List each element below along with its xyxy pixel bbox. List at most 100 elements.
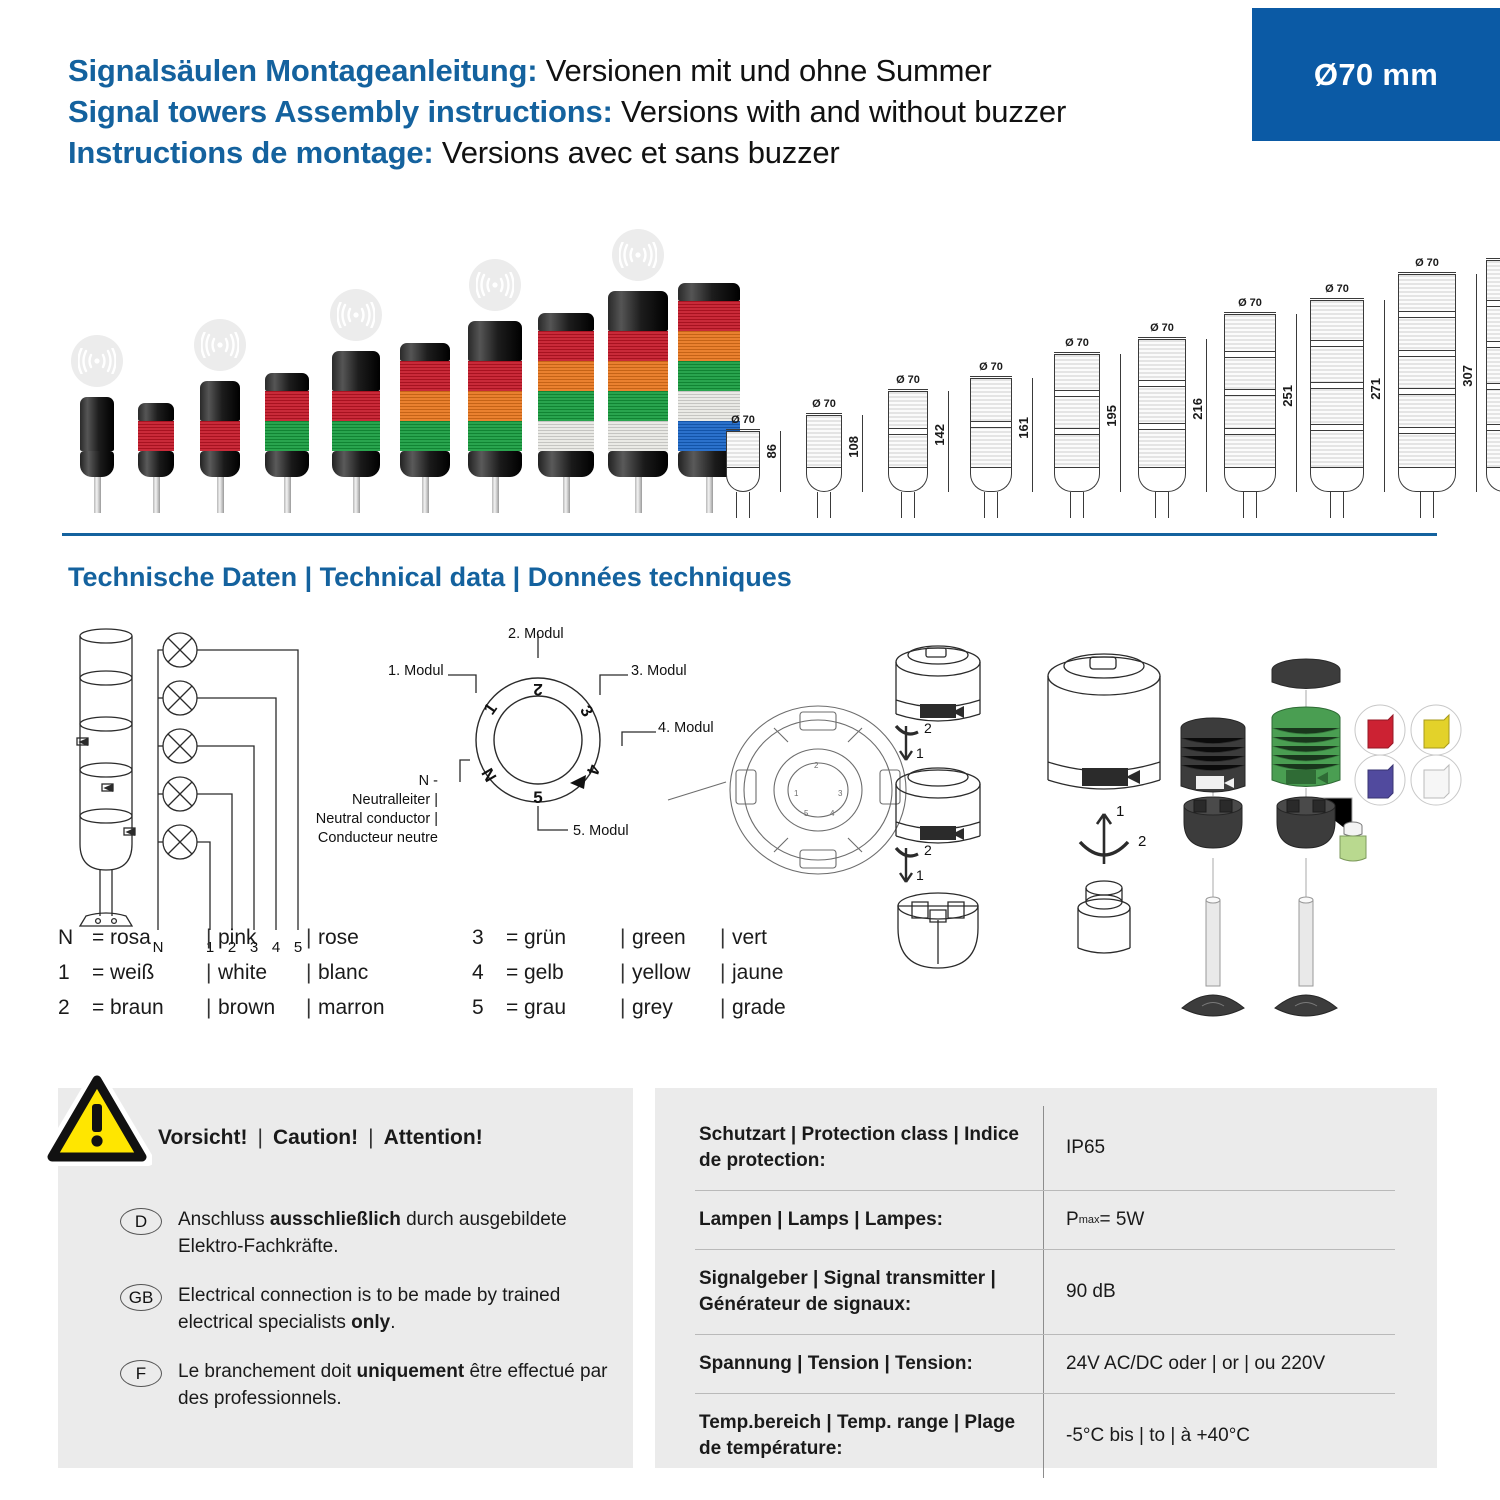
tower-segment-clear bbox=[678, 391, 740, 421]
legend-cell: = bbox=[506, 996, 519, 1019]
diameter-dimension-rule bbox=[1138, 337, 1186, 338]
tower-cap bbox=[138, 403, 174, 421]
buzzer-icon bbox=[612, 229, 664, 281]
title-rest-en: Versions with and without buzzer bbox=[612, 94, 1067, 129]
diameter-dimension-label: Ø 70 bbox=[731, 414, 755, 426]
ring-callout-4: 4. Modul bbox=[658, 720, 714, 736]
terminal-label-N: N bbox=[153, 939, 164, 956]
base-adapter-left bbox=[1183, 796, 1243, 849]
tower-10 bbox=[678, 283, 740, 513]
dimension-drawing-row: Ø 70 86 Ø 70 108 Ø 70 142 Ø 70 161 Ø 70 195 Ø 70 21… bbox=[718, 228, 1500, 518]
legend-row: N = rosa | pink | rose 3 = grün | green | vert bbox=[58, 920, 828, 955]
buzzer-icon bbox=[194, 319, 246, 371]
tower-base bbox=[332, 451, 380, 477]
header: Signalsäulen Montageanleitung: Versionen… bbox=[68, 50, 1238, 173]
dimension-body bbox=[888, 391, 928, 468]
module-joint bbox=[1399, 388, 1455, 395]
diameter-dimension-label: Ø 70 bbox=[1065, 337, 1089, 349]
specifications-panel: Schutzart | Protection class | Indice de… bbox=[655, 1088, 1437, 1478]
height-dimension-label: 108 bbox=[846, 436, 861, 458]
legend-cell: | bbox=[306, 996, 312, 1019]
tower-cap bbox=[468, 321, 522, 361]
dimension-cable bbox=[1330, 492, 1344, 518]
dimension-cable bbox=[817, 492, 831, 518]
tower-segment-red bbox=[678, 301, 740, 331]
height-dimension-line bbox=[948, 391, 949, 492]
diameter-dimension-label: Ø 70 bbox=[1415, 257, 1439, 269]
legend-cell: 2 bbox=[58, 996, 70, 1019]
product-photo-row bbox=[60, 228, 740, 513]
dimension-cable bbox=[1420, 492, 1434, 518]
dimension-base-dome bbox=[1310, 468, 1364, 492]
height-dimension-label: 161 bbox=[1016, 417, 1031, 439]
tower-base bbox=[608, 451, 668, 477]
dimension-drawing-86: Ø 70 86 bbox=[726, 414, 794, 518]
ring-callout-2: 2. Modul bbox=[508, 626, 564, 642]
diameter-dimension-label: Ø 70 bbox=[1238, 297, 1262, 309]
module-joint bbox=[1225, 351, 1275, 358]
dimension-body bbox=[806, 415, 842, 468]
dimension-drawing-327: Ø 70327 bbox=[1486, 258, 1500, 518]
diameter-dimension-rule bbox=[970, 376, 1012, 377]
module-joint bbox=[1225, 389, 1275, 396]
tower-segment-green bbox=[468, 421, 522, 451]
dimension-body bbox=[1224, 314, 1276, 468]
ring-callout-3: 3. Modul bbox=[631, 663, 687, 679]
legend-cell: pink bbox=[218, 926, 257, 949]
legend-cell: = bbox=[92, 961, 105, 984]
legend-cell: jaune bbox=[732, 961, 784, 984]
dimension-base-dome bbox=[1486, 468, 1500, 492]
legend-cell: | bbox=[620, 926, 626, 949]
dimension-drawing-216: Ø 70 216 bbox=[1138, 322, 1220, 518]
country-code-f: F bbox=[120, 1360, 162, 1387]
tower-outline-diagram bbox=[76, 628, 136, 927]
legend-cell: brown bbox=[218, 996, 276, 1019]
dimension-body bbox=[1138, 339, 1186, 468]
diameter-badge-label: Ø70 mm bbox=[1313, 56, 1439, 92]
title-line-de: Signalsäulen Montageanleitung: Versionen… bbox=[68, 50, 1238, 91]
legend-cell: rosa bbox=[110, 926, 151, 949]
legend-cell: gelb bbox=[524, 961, 564, 984]
legend-cell: | bbox=[620, 996, 626, 1019]
height-dimension-label: 251 bbox=[1280, 385, 1295, 407]
height-dimension-label: 195 bbox=[1104, 405, 1119, 427]
module-joint bbox=[1139, 380, 1185, 387]
height-dimension-label: 86 bbox=[764, 444, 779, 459]
svg-text:3: 3 bbox=[576, 702, 597, 720]
legend-cell: grey bbox=[632, 996, 673, 1019]
tower-base bbox=[265, 451, 309, 477]
svg-text:1: 1 bbox=[480, 700, 501, 719]
height-dimension-line bbox=[1476, 274, 1477, 492]
diameter-dimension-label: Ø 70 bbox=[979, 361, 1003, 373]
legend-cell: | bbox=[306, 926, 312, 949]
tower-segment-orange bbox=[538, 361, 594, 391]
legend-cell: = bbox=[92, 996, 105, 1019]
module-joint bbox=[971, 421, 1011, 428]
legend-cell: | bbox=[206, 961, 212, 984]
tower-segment-orange bbox=[678, 331, 740, 361]
title-lead-en: Signal towers Assembly instructions: bbox=[68, 94, 613, 129]
dimension-body bbox=[1398, 274, 1456, 468]
dimension-base-dome bbox=[726, 468, 760, 492]
dimension-base-dome bbox=[1138, 468, 1186, 492]
tower-segment-green bbox=[678, 361, 740, 391]
ring-callout-neutral-4: Conducteur neutre bbox=[318, 830, 438, 846]
spec-value: 90 dB bbox=[1043, 1250, 1395, 1334]
buzzer-icon bbox=[71, 335, 123, 387]
tower-3 bbox=[200, 381, 240, 513]
module-joint bbox=[1055, 390, 1099, 397]
base-adapter-right bbox=[1276, 796, 1336, 849]
tower-segment-orange bbox=[400, 391, 450, 421]
diameter-dimension-label: Ø 70 bbox=[1150, 322, 1174, 334]
tower-segment-red bbox=[332, 391, 380, 421]
svg-text:4: 4 bbox=[830, 809, 835, 818]
caution-item: D Anschluss ausschließlich durch ausgebil… bbox=[120, 1206, 620, 1260]
tower-6 bbox=[400, 343, 450, 513]
terminal-label-3: 3 bbox=[250, 939, 258, 956]
legend-cell: = bbox=[506, 926, 519, 949]
height-dimension-label: 142 bbox=[932, 424, 947, 446]
spec-key: Signalgeber | Signal transmitter | Génér… bbox=[699, 1268, 996, 1315]
diameter-dimension-label: Ø 70 bbox=[812, 398, 836, 410]
dimension-cable bbox=[1243, 492, 1257, 518]
